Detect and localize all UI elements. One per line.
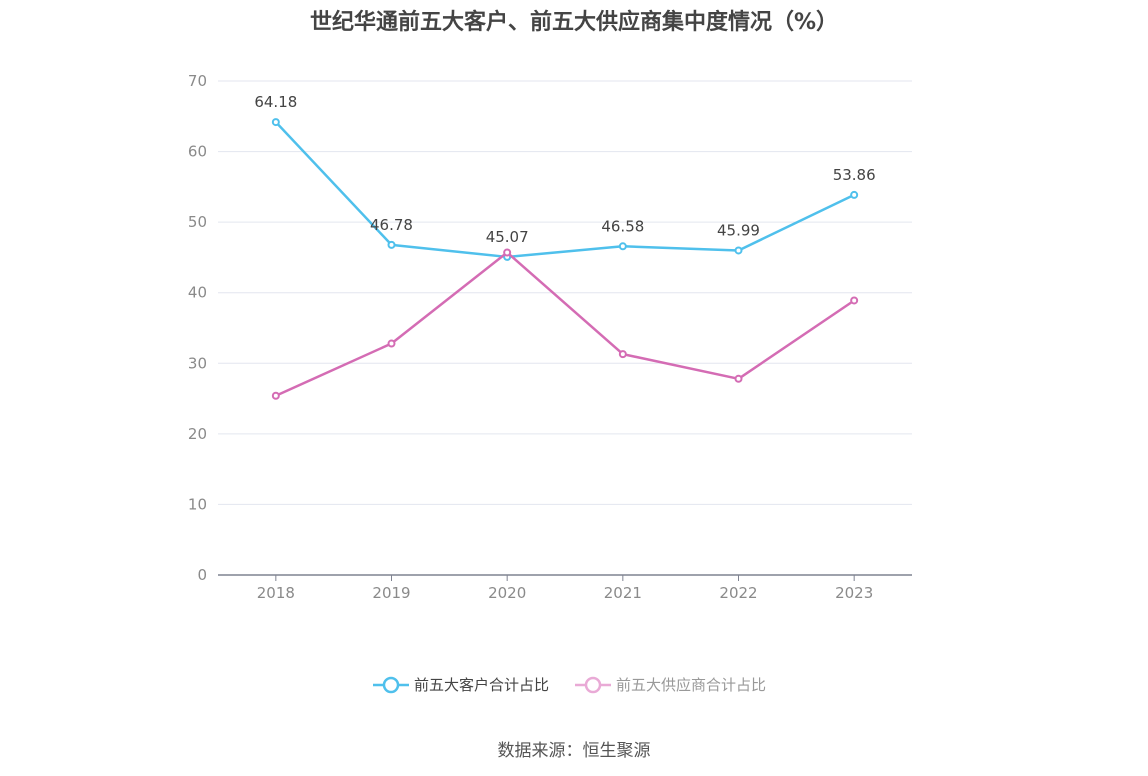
y-tick-label: 50: [188, 213, 207, 231]
data-point: [734, 246, 743, 255]
data-label: 45.99: [717, 221, 760, 239]
data-point: [271, 118, 280, 127]
data-point: [850, 190, 859, 199]
x-tick-label: 2022: [719, 584, 757, 602]
legend-label: 前五大客户合计占比: [414, 676, 549, 694]
x-tick-label: 2021: [604, 584, 642, 602]
data-point: [618, 242, 627, 251]
y-tick-label: 60: [188, 143, 207, 161]
data-point: [271, 391, 280, 400]
data-labels: 64.18 46.78 45.07 46.58 45.99 53.86: [254, 93, 875, 246]
data-point: [387, 339, 396, 348]
legend-label: 前五大供应商合计占比: [616, 676, 766, 694]
data-point: [850, 296, 859, 305]
series: [271, 118, 859, 400]
y-tick-label: 10: [188, 495, 207, 513]
x-tick-label: 2020: [488, 584, 526, 602]
x-tick-label: 2023: [835, 584, 873, 602]
data-label: 53.86: [833, 166, 876, 184]
data-point: [618, 350, 627, 359]
data-label: 46.78: [370, 216, 413, 234]
series-line-2: [275, 251, 855, 397]
y-tick-label: 70: [188, 72, 207, 90]
y-tick-label: 30: [188, 354, 207, 372]
x-tick-label: 2019: [372, 584, 410, 602]
gridlines: [218, 80, 912, 505]
axes: 0 10 20 30 40 50 60 70 2018 2019 2020 2021 2022 2023: [188, 72, 912, 602]
data-label: 45.07: [486, 228, 529, 246]
chart-title: 世纪华通前五大客户、前五大供应商集中度情况（%）: [309, 10, 839, 35]
series-line-1: [274, 121, 855, 259]
legend-item-2: 前五大供应商合计占比: [575, 676, 766, 694]
legend-marker: [584, 676, 602, 694]
legend-marker: [382, 676, 400, 694]
data-label: 46.58: [601, 217, 644, 235]
y-tick-label: 40: [188, 284, 207, 302]
data-point: [503, 248, 512, 257]
legend-item-1: 前五大客户合计占比: [373, 676, 549, 694]
legend: 前五大客户合计占比 前五大供应商合计占比: [373, 676, 766, 694]
x-tick-label: 2018: [257, 584, 295, 602]
source-note: 数据来源：恒生聚源: [497, 741, 651, 761]
data-label: 64.18: [254, 93, 297, 111]
y-tick-label: 0: [197, 566, 207, 584]
data-point: [387, 240, 396, 249]
data-point: [734, 374, 743, 383]
y-tick-label: 20: [188, 425, 207, 443]
